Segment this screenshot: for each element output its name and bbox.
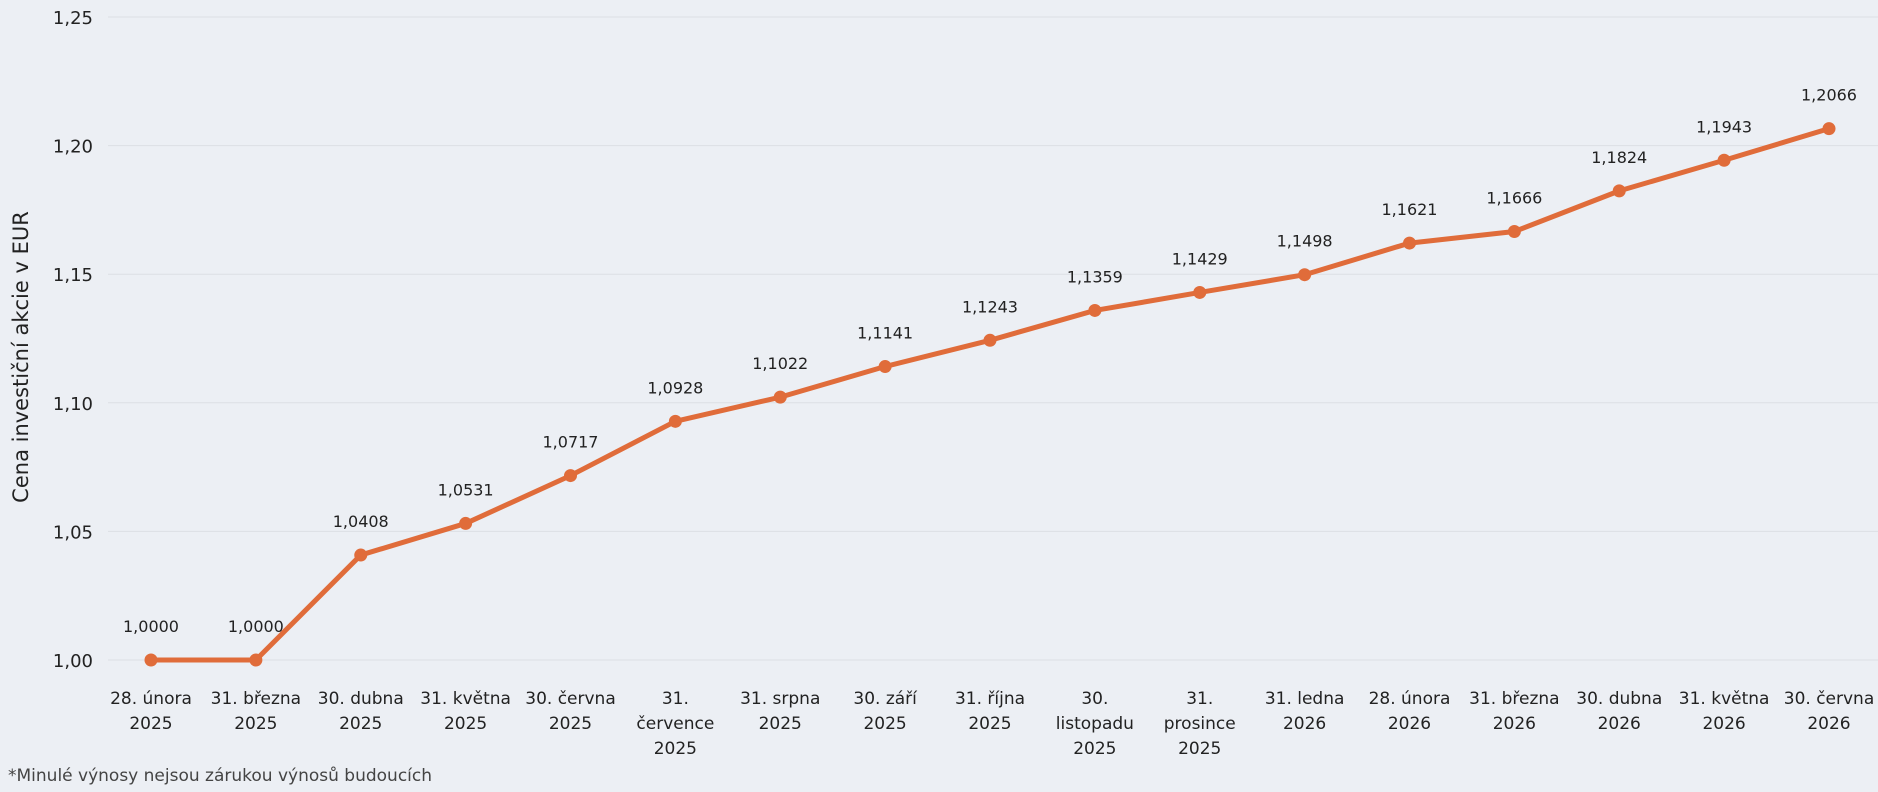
y-axis-label: Cena investiční akcie v EUR: [9, 211, 33, 503]
x-tick-label: 31. ledna 2026: [1265, 689, 1345, 734]
data-label: 1,0717: [543, 433, 599, 452]
data-label: 1,0531: [438, 480, 494, 499]
data-point: [1088, 303, 1102, 317]
data-point: [249, 653, 263, 667]
x-tick-label: 31. března 2025: [211, 689, 301, 734]
data-label: 1,1359: [1067, 267, 1123, 286]
data-label: 1,0000: [228, 617, 284, 636]
x-tick-label: 28. února 2025: [110, 689, 192, 734]
data-label: 1,1621: [1382, 200, 1438, 219]
data-label: 1,0408: [333, 512, 389, 531]
gridlines: [108, 16, 1878, 661]
x-tick-label: 30. dubna 2025: [318, 689, 404, 734]
y-tick-label: 1,20: [53, 137, 93, 158]
data-label: 1,1243: [962, 297, 1018, 316]
footnote: *Minulé výnosy nejsou zárukou výnosů bud…: [8, 766, 433, 786]
data-label: 1,1141: [857, 324, 913, 343]
data-point: [668, 414, 682, 428]
data-label: 1,1022: [752, 354, 808, 373]
x-tick-label: 30. června 2025: [525, 689, 616, 734]
y-tick-label: 1,25: [53, 8, 93, 29]
x-tick-label: 31. května 2026: [1679, 689, 1770, 734]
data-labels: 1,0000 1,0000 1,0408 1,0531 1,0717 1,0928 1,10…: [123, 86, 1857, 636]
data-point: [1507, 225, 1521, 239]
y-tick-label: 1,10: [53, 394, 93, 415]
data-label: 1,2066: [1801, 86, 1857, 105]
data-point: [1193, 285, 1207, 299]
data-point: [144, 653, 158, 667]
y-tick-label: 1,05: [53, 522, 93, 543]
x-tick-label: 30. dubna 2026: [1576, 689, 1662, 734]
data-point: [1403, 236, 1416, 250]
data-label: 1,1824: [1591, 148, 1647, 167]
data-point: [983, 333, 997, 347]
x-tick-label: 28. února 2026: [1369, 689, 1451, 734]
y-axis-ticks: 1,00 1,05 1,10 1,15 1,20 1,25: [53, 8, 93, 672]
data-label: 1,0000: [123, 617, 179, 636]
x-tick-label: 31. července 2025: [636, 689, 714, 759]
data-point: [459, 516, 473, 530]
data-label: 1,1666: [1486, 189, 1542, 208]
x-tick-label: 30. června 2026: [1784, 689, 1875, 734]
data-point: [1822, 122, 1836, 136]
y-tick-label: 1,15: [53, 265, 93, 286]
x-tick-label: 31. srpna 2025: [740, 689, 820, 734]
series-line: [148, 126, 1832, 663]
data-point: [773, 390, 787, 404]
x-tick-label: 30. září 2025: [853, 689, 918, 734]
data-label: 1,1943: [1696, 117, 1752, 136]
x-tick-label: 31. března 2026: [1469, 689, 1559, 734]
x-tick-label: 30. listopadu 2025: [1056, 689, 1134, 759]
data-points: [144, 122, 1836, 667]
series-line-path: [148, 126, 1832, 663]
data-label: 1,0928: [647, 378, 703, 397]
data-point: [878, 360, 892, 374]
x-axis-ticks: 28. února 2025 31. března 2025 30. dubna 2025…: [110, 689, 1874, 759]
y-tick-label: 1,00: [53, 651, 93, 672]
data-label: 1,1498: [1277, 232, 1333, 251]
x-tick-label: 31. května 2025: [420, 689, 511, 734]
x-tick-label: 31. října 2025: [955, 689, 1025, 734]
data-point: [354, 548, 368, 562]
data-point: [1717, 153, 1731, 167]
data-point: [1612, 184, 1626, 198]
data-label: 1,1429: [1172, 249, 1228, 268]
data-point: [1298, 268, 1312, 282]
x-tick-label: 31. prosince 2025: [1164, 689, 1236, 759]
data-point: [564, 469, 577, 483]
